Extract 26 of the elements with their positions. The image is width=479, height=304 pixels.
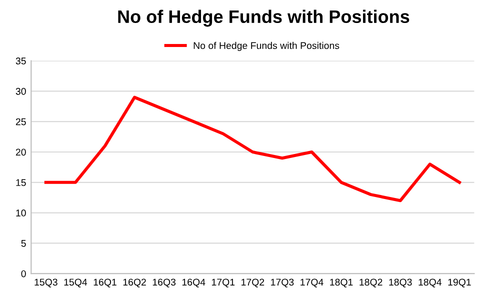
y-tick-label: 20: [16, 148, 26, 156]
x-tick-label: 15Q4: [64, 278, 88, 288]
x-tick-label: 16Q2: [123, 278, 146, 288]
legend-label: No of Hedge Funds with Positions: [194, 42, 340, 51]
y-tick-label: 10: [16, 210, 26, 216]
x-tick-label: 16Q3: [152, 278, 176, 288]
chart-title: No of Hedge Funds with Positions: [118, 10, 410, 27]
x-tick-label: 16Q4: [182, 278, 206, 288]
x-tick-label: 16Q1: [94, 278, 116, 288]
y-tick-label: 30: [16, 88, 26, 95]
x-tick-label: 17Q1: [212, 278, 235, 288]
x-tick-label: 18Q3: [389, 278, 412, 288]
y-tick-label: 5: [21, 240, 26, 247]
x-tick-label: 17Q2: [242, 278, 264, 288]
y-tick-label: 25: [16, 118, 26, 126]
y-tick-label: 15: [16, 179, 26, 186]
x-tick-label: 18Q2: [360, 278, 382, 288]
x-tick-label: 17Q4: [300, 278, 324, 288]
x-tick-label: 18Q1: [330, 278, 353, 288]
x-tick-label: 18Q4: [418, 278, 442, 288]
y-tick-label: 0: [21, 270, 26, 278]
x-tick-label: 17Q3: [271, 278, 294, 288]
y-tick-label: 35: [16, 58, 26, 64]
x-tick-label: 15Q3: [34, 278, 58, 288]
line-series: [44, 96, 461, 202]
x-tick-label: 19Q1: [448, 278, 471, 288]
